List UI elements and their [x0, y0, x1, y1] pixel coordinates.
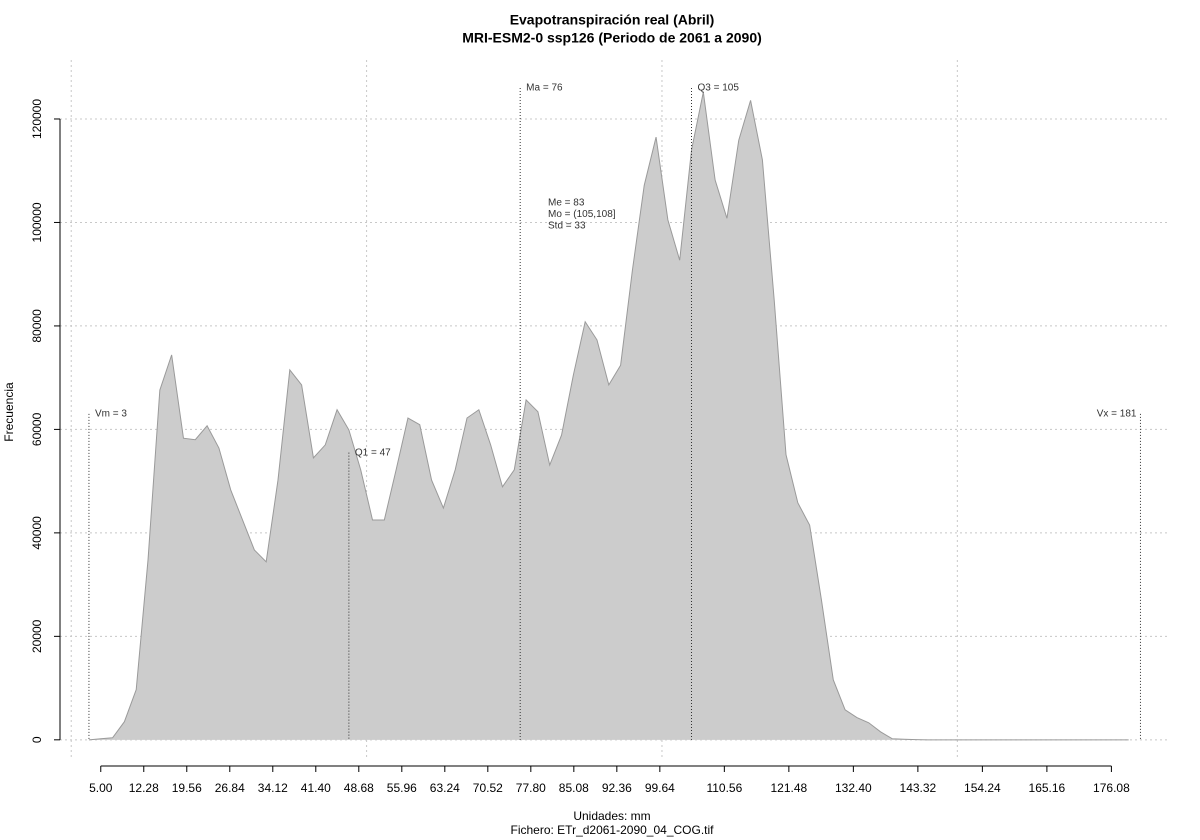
area-fill — [88, 92, 1129, 740]
x-tick-label: 92.36 — [602, 781, 632, 795]
y-tick-label: 60000 — [30, 412, 44, 446]
x-tick-label: 34.12 — [258, 781, 288, 795]
stats-label: Me = 83 — [548, 198, 585, 209]
y-tick-label: 20000 — [30, 619, 44, 653]
x-tick-label: 154.24 — [964, 781, 1001, 795]
x-tick-label: 121.48 — [771, 781, 808, 795]
y-tick-label: 100000 — [30, 202, 44, 242]
x-tick-label: 70.52 — [473, 781, 503, 795]
stats-label: Std = 33 — [548, 221, 586, 232]
x-tick-label: 55.96 — [387, 781, 417, 795]
x-tick-label: 48.68 — [344, 781, 374, 795]
x-tick-label: 143.32 — [900, 781, 937, 795]
chart-subtitle: MRI-ESM2-0 ssp126 (Periodo de 2061 a 209… — [462, 30, 762, 46]
x-tick-label: 26.84 — [215, 781, 245, 795]
x-tick-label: 41.40 — [301, 781, 331, 795]
y-tick-label: 40000 — [30, 516, 44, 550]
x-tick-label: 5.00 — [89, 781, 113, 795]
y-tick-label: 120000 — [30, 99, 44, 139]
annotation-label: Q3 = 105 — [698, 83, 740, 94]
annotation-label: Ma = 76 — [526, 83, 563, 94]
x-tick-label: 85.08 — [559, 781, 589, 795]
x-tick-label: 176.08 — [1093, 781, 1130, 795]
annotation-label: Vm = 3 — [95, 409, 127, 420]
chart-title: Evapotranspiración real (Abril) — [510, 12, 715, 28]
y-axis-label: Frecuencia — [2, 382, 16, 442]
x-tick-label: 77.80 — [516, 781, 546, 795]
x-tick-label: 132.40 — [835, 781, 872, 795]
x-tick-label: 165.16 — [1029, 781, 1066, 795]
x-tick-label: 99.64 — [645, 781, 675, 795]
annotation-label: Vx = 181 — [1097, 409, 1137, 420]
area-outline — [88, 91, 1129, 741]
y-tick-label: 80000 — [30, 309, 44, 343]
x-axis-label: Unidades: mm — [573, 809, 650, 823]
x-tick-label: 19.56 — [172, 781, 202, 795]
x-tick-label: 110.56 — [706, 781, 742, 795]
y-tick-label: 0 — [30, 736, 44, 743]
annotation-label: Q1 = 47 — [355, 447, 391, 458]
x-tick-label: 63.24 — [430, 781, 460, 795]
footer: Fichero: ETr_d2061-2090_04_COG.tif — [511, 823, 715, 837]
stats-label: Mo = (105,108] — [548, 209, 616, 220]
x-tick-label: 12.28 — [129, 781, 159, 795]
